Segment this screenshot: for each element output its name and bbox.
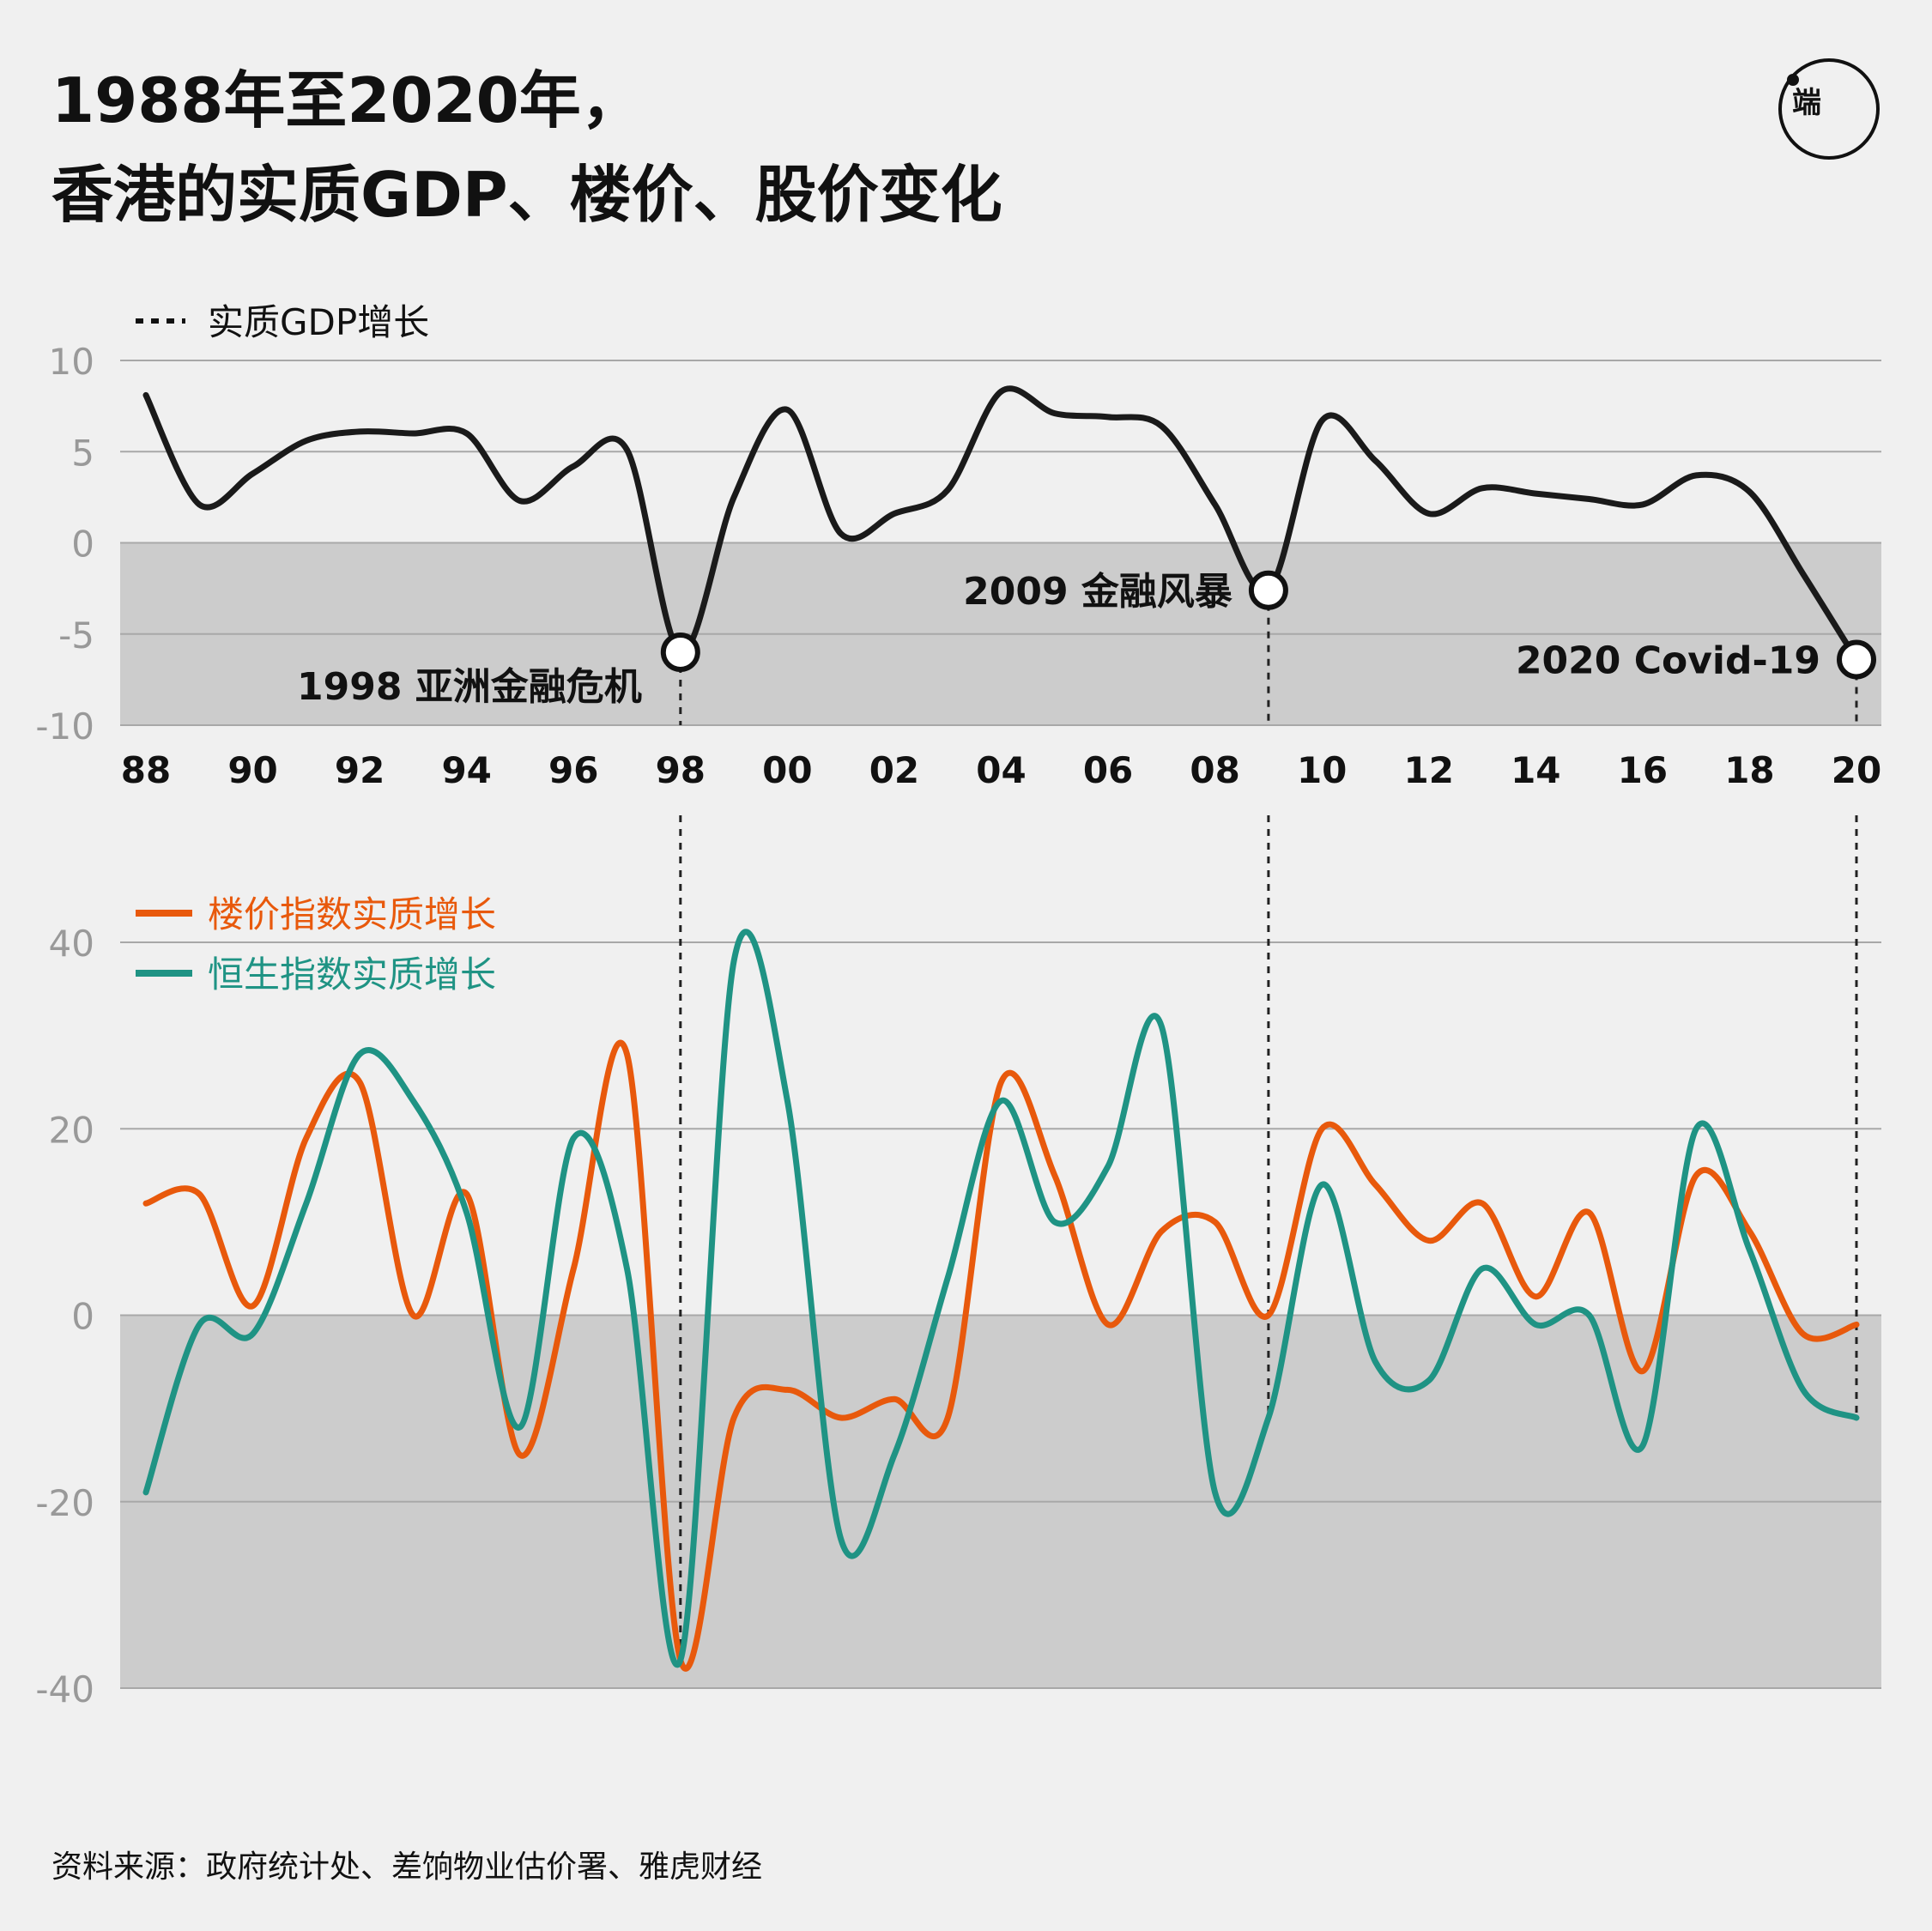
x-tick-label: 16	[1618, 749, 1668, 791]
y-tick-label: -20	[35, 1482, 94, 1524]
series-line-property	[142, 1039, 1860, 1672]
x-tick-label: 96	[548, 749, 598, 791]
x-tick-label: 14	[1511, 749, 1560, 791]
initium-logo-icon: 端	[1778, 58, 1880, 160]
logo-dot	[1787, 74, 1799, 86]
legend-label-gdp: 实质GDP增长	[208, 301, 429, 343]
annotation-point-1998	[660, 633, 700, 672]
x-tick-label: 18	[1724, 749, 1774, 791]
annotation-point-2009	[1248, 570, 1288, 610]
annotation-point-2020	[1837, 639, 1876, 680]
annotation-label-1998: 1998 亚洲金融危机	[297, 665, 642, 709]
x-tick-label: 92	[335, 749, 385, 791]
source-note: 资料来源：政府统计处、差饷物业估价署、雅虎财经	[51, 1849, 763, 1885]
y-tick-label: -10	[35, 705, 94, 748]
negative-bands	[120, 542, 1881, 1688]
x-tick-label: 98	[656, 749, 706, 791]
x-tick-label: 12	[1404, 749, 1454, 791]
title-line-2: 香港的实质GDP、楼价、股价变化	[51, 159, 1002, 231]
y-tick-label: 10	[49, 341, 94, 383]
page-title: 1988年至2020年， 香港的实质GDP、楼价、股价变化	[51, 53, 1002, 242]
gridlines	[120, 360, 1881, 1689]
series-lines	[142, 385, 1860, 1672]
x-tick-label: 94	[441, 749, 491, 791]
series-line-gdp	[142, 385, 1860, 663]
y-tick-label: 20	[49, 1109, 94, 1151]
y-tick-label: 0	[71, 524, 94, 566]
y-tick-label: -40	[35, 1668, 94, 1710]
y-tick-label: 40	[49, 923, 94, 965]
y-tick-label: 0	[71, 1296, 94, 1338]
event-markers	[679, 590, 1858, 1661]
x-tick-label: 10	[1297, 749, 1347, 791]
chart-text: 10 5 0 -5 -10 40 20 0 -20 -40 88 90 92 94 96 98 00 02 04 06…	[35, 301, 1881, 1710]
legend-label-property: 楼价指数实质增长	[208, 893, 496, 935]
x-tick-label: 08	[1190, 749, 1239, 791]
x-tick-label: 00	[762, 749, 812, 791]
x-tick-label: 20	[1832, 749, 1881, 791]
x-tick-label: 90	[227, 749, 277, 791]
logo-text: 端	[1792, 86, 1823, 120]
x-tick-label: 06	[1083, 749, 1133, 791]
y-tick-label: -5	[58, 614, 94, 657]
y-tick-label: 5	[71, 432, 94, 474]
series-line-hsi	[142, 929, 1860, 1668]
annotation-label-2009: 2009 金融风暴	[963, 570, 1232, 614]
x-tick-label: 04	[976, 749, 1026, 791]
title-line-1: 1988年至2020年，	[51, 64, 643, 136]
annotation-points	[660, 570, 1876, 680]
chart-canvas: 10 5 0 -5 -10 40 20 0 -20 -40 88 90 92 94 96 98 00 02 04 06…	[35, 301, 1881, 1710]
x-tick-label: 02	[869, 749, 919, 791]
legend-label-hsi: 恒生指数实质增长	[208, 953, 496, 996]
annotation-label-2020: 2020 Covid-19	[1516, 639, 1820, 683]
x-tick-label: 88	[121, 749, 171, 791]
